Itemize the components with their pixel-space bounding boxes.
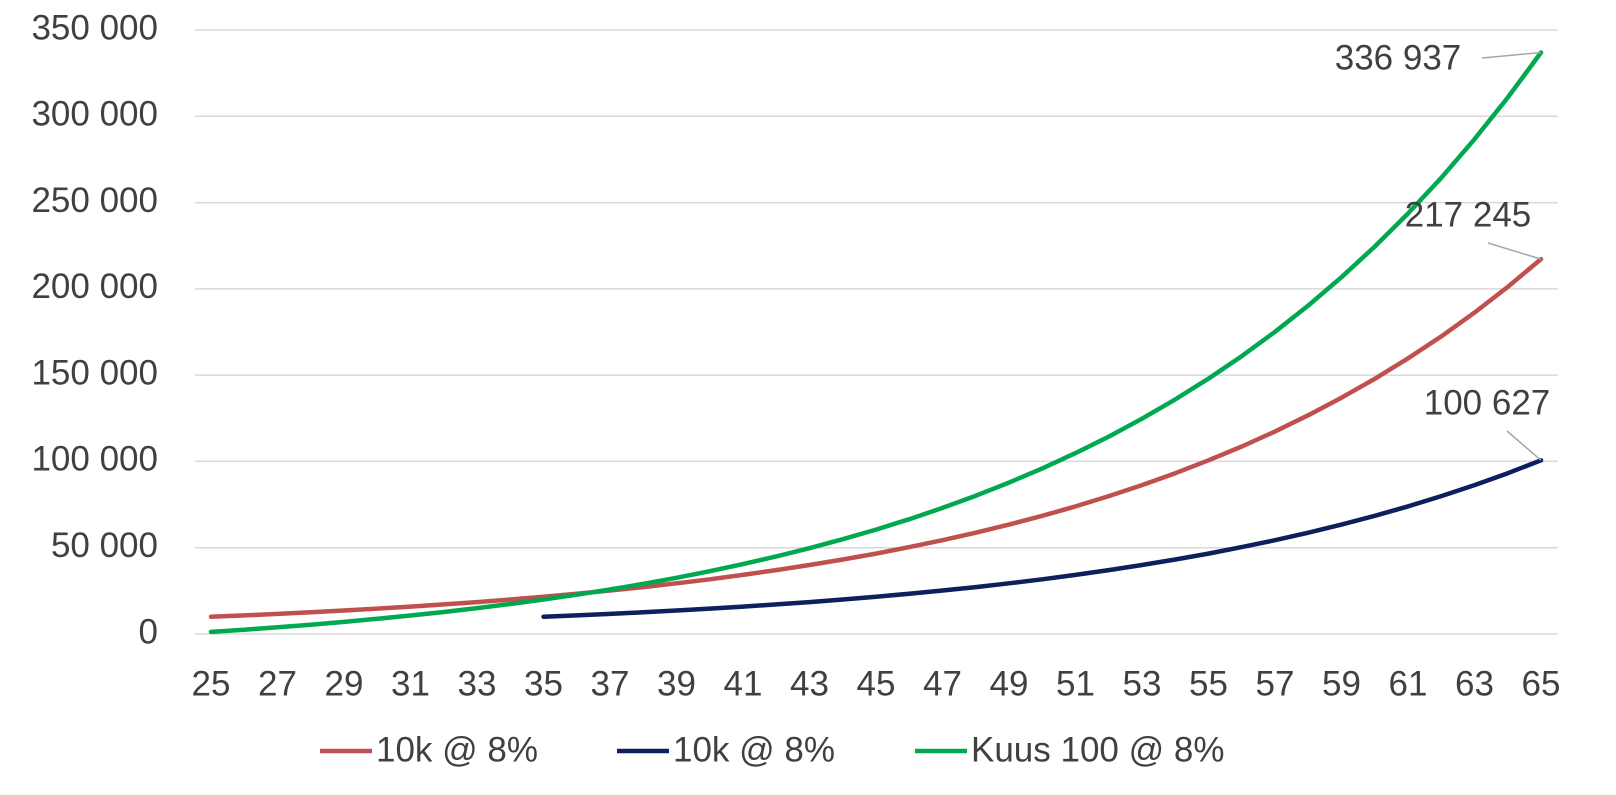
- y-tick-label: 50 000: [51, 526, 158, 565]
- x-tick-label: 63: [1455, 664, 1494, 703]
- leader-line: [1487, 242, 1542, 260]
- x-tick-label: 57: [1256, 664, 1295, 703]
- x-tick-label: 25: [192, 664, 231, 703]
- legend-label: Kuus 100 @ 8%: [971, 730, 1224, 769]
- x-tick-label: 39: [657, 664, 696, 703]
- x-tick-label: 31: [391, 664, 430, 703]
- y-tick-label: 0: [139, 612, 158, 651]
- legend-label: 10k @ 8%: [673, 730, 835, 769]
- leader-line: [1481, 51, 1542, 59]
- x-tick-label: 47: [923, 664, 962, 703]
- x-tick-label: 37: [591, 664, 630, 703]
- x-tick-label: 41: [724, 664, 763, 703]
- y-tick-label: 300 000: [31, 95, 158, 134]
- x-tick-label: 27: [258, 664, 297, 703]
- x-tick-label: 43: [790, 664, 829, 703]
- series-line: [208, 50, 1544, 635]
- y-tick-label: 200 000: [31, 267, 158, 306]
- x-tick-label: 59: [1322, 664, 1361, 703]
- x-tick-label: 33: [458, 664, 497, 703]
- y-tick-label: 250 000: [31, 181, 158, 220]
- leader-line: [1506, 430, 1542, 461]
- data-label: 100 627: [1424, 383, 1551, 422]
- x-tick-label: 35: [524, 664, 563, 703]
- y-tick-label: 100 000: [31, 440, 158, 479]
- x-tick-label: 45: [857, 664, 896, 703]
- series-line: [541, 458, 1544, 619]
- data-label: 217 245: [1405, 195, 1532, 234]
- x-tick-label: 55: [1189, 664, 1228, 703]
- x-tick-label: 51: [1056, 664, 1095, 703]
- legend-label: 10k @ 8%: [376, 730, 538, 769]
- x-tick-label: 65: [1522, 664, 1561, 703]
- x-tick-label: 61: [1389, 664, 1428, 703]
- x-tick-label: 53: [1123, 664, 1162, 703]
- x-tick-label: 49: [990, 664, 1029, 703]
- y-tick-label: 350 000: [31, 8, 158, 47]
- data-label: 336 937: [1335, 38, 1462, 77]
- series-line: [208, 256, 1544, 619]
- x-tick-label: 29: [325, 664, 364, 703]
- y-tick-label: 150 000: [31, 353, 158, 392]
